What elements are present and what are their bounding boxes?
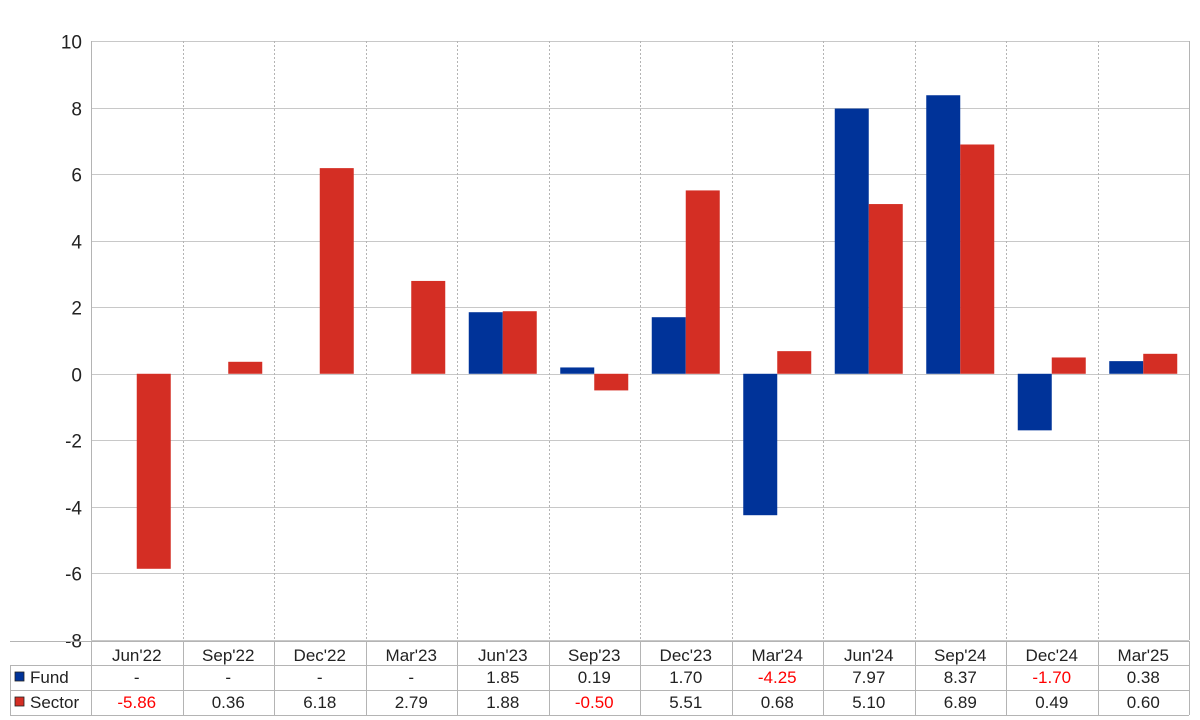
x-category-label: Mar'25 bbox=[1118, 646, 1169, 665]
x-category-label: Dec'22 bbox=[294, 646, 346, 665]
x-category-label: Sep'23 bbox=[568, 646, 620, 665]
bar-sector-1 bbox=[228, 361, 263, 374]
bar-sector-3 bbox=[411, 280, 446, 374]
bar-sector-8 bbox=[868, 204, 903, 374]
legend-swatch-sector bbox=[14, 696, 25, 707]
table-value-sector: 1.88 bbox=[486, 693, 519, 712]
x-category-label: Sep'24 bbox=[934, 646, 986, 665]
table-value-fund: 1.85 bbox=[486, 668, 519, 687]
table-value-sector: 2.79 bbox=[395, 693, 428, 712]
bar-sector-0 bbox=[136, 373, 171, 569]
bar-sector-10 bbox=[1051, 357, 1086, 374]
bar-fund-8 bbox=[834, 108, 869, 374]
grid-lines bbox=[91, 41, 1190, 641]
bar-fund-4 bbox=[468, 312, 503, 374]
y-tick-label: 6 bbox=[71, 166, 82, 187]
bar-fund-9 bbox=[926, 95, 961, 374]
x-category-label: Mar'23 bbox=[386, 646, 437, 665]
table-value-fund: -1.70 bbox=[1032, 668, 1071, 687]
table-value-sector: 5.51 bbox=[669, 693, 702, 712]
x-category-label: Jun'22 bbox=[112, 646, 162, 665]
bar-sector-4 bbox=[502, 311, 537, 374]
table-value-fund: 8.37 bbox=[944, 668, 977, 687]
table-value-sector: 6.89 bbox=[944, 693, 977, 712]
table-value-sector: -0.50 bbox=[575, 693, 614, 712]
table-value-fund: -4.25 bbox=[758, 668, 797, 687]
bar-fund-6 bbox=[651, 317, 686, 374]
table-value-fund: 0.38 bbox=[1127, 668, 1160, 687]
table-value-fund: - bbox=[408, 668, 414, 687]
x-category-label: Jun'24 bbox=[844, 646, 894, 665]
table-value-sector: -5.86 bbox=[117, 693, 156, 712]
bar-fund-7 bbox=[743, 373, 778, 516]
bar-fund-10 bbox=[1017, 373, 1052, 431]
table-value-fund: 1.70 bbox=[669, 668, 702, 687]
table-value-fund: 0.19 bbox=[578, 668, 611, 687]
y-tick-label: 2 bbox=[71, 299, 82, 320]
x-category-label: Dec'24 bbox=[1026, 646, 1078, 665]
y-tick-label: -2 bbox=[65, 432, 82, 453]
bar-sector-5 bbox=[594, 373, 629, 391]
x-category-label: Dec'23 bbox=[660, 646, 712, 665]
bar-sector-9 bbox=[960, 144, 995, 374]
x-category-label: Jun'23 bbox=[478, 646, 528, 665]
bar-group bbox=[136, 95, 1178, 569]
table-value-sector: 0.68 bbox=[761, 693, 794, 712]
data-table: Jun'22 Sep'22 Dec'22 Mar'23 Jun'23 Sep'23 Dec'… bbox=[10, 641, 1190, 716]
table-value-sector: 0.60 bbox=[1127, 693, 1160, 712]
table-value-fund: - bbox=[134, 668, 140, 687]
table-value-sector: 6.18 bbox=[303, 693, 336, 712]
legend-label-fund: Fund bbox=[30, 668, 69, 687]
table-value-fund: - bbox=[225, 668, 231, 687]
table-value-sector: 5.10 bbox=[852, 693, 885, 712]
bar-fund-11 bbox=[1109, 361, 1144, 374]
table-value-sector: 0.36 bbox=[212, 693, 245, 712]
x-category-label: Sep'22 bbox=[202, 646, 254, 665]
y-tick-label: -6 bbox=[65, 565, 82, 586]
bar-sector-11 bbox=[1143, 353, 1178, 374]
table-value-fund: - bbox=[317, 668, 323, 687]
table-value-fund: 7.97 bbox=[852, 668, 885, 687]
table-value-sector: 0.49 bbox=[1035, 693, 1068, 712]
y-tick-label: 8 bbox=[71, 100, 82, 121]
y-tick-label: 0 bbox=[71, 366, 82, 387]
bar-fund-5 bbox=[560, 367, 595, 374]
bar-sector-2 bbox=[319, 168, 354, 374]
bar-sector-6 bbox=[685, 190, 720, 374]
x-category-label: Mar'24 bbox=[752, 646, 803, 665]
y-tick-label: -4 bbox=[65, 499, 82, 520]
y-tick-label: 10 bbox=[61, 33, 82, 54]
legend-label-sector: Sector bbox=[30, 693, 79, 712]
y-tick-label: 4 bbox=[71, 233, 82, 254]
bar-sector-7 bbox=[777, 351, 812, 374]
legend-swatch-fund bbox=[14, 671, 25, 682]
